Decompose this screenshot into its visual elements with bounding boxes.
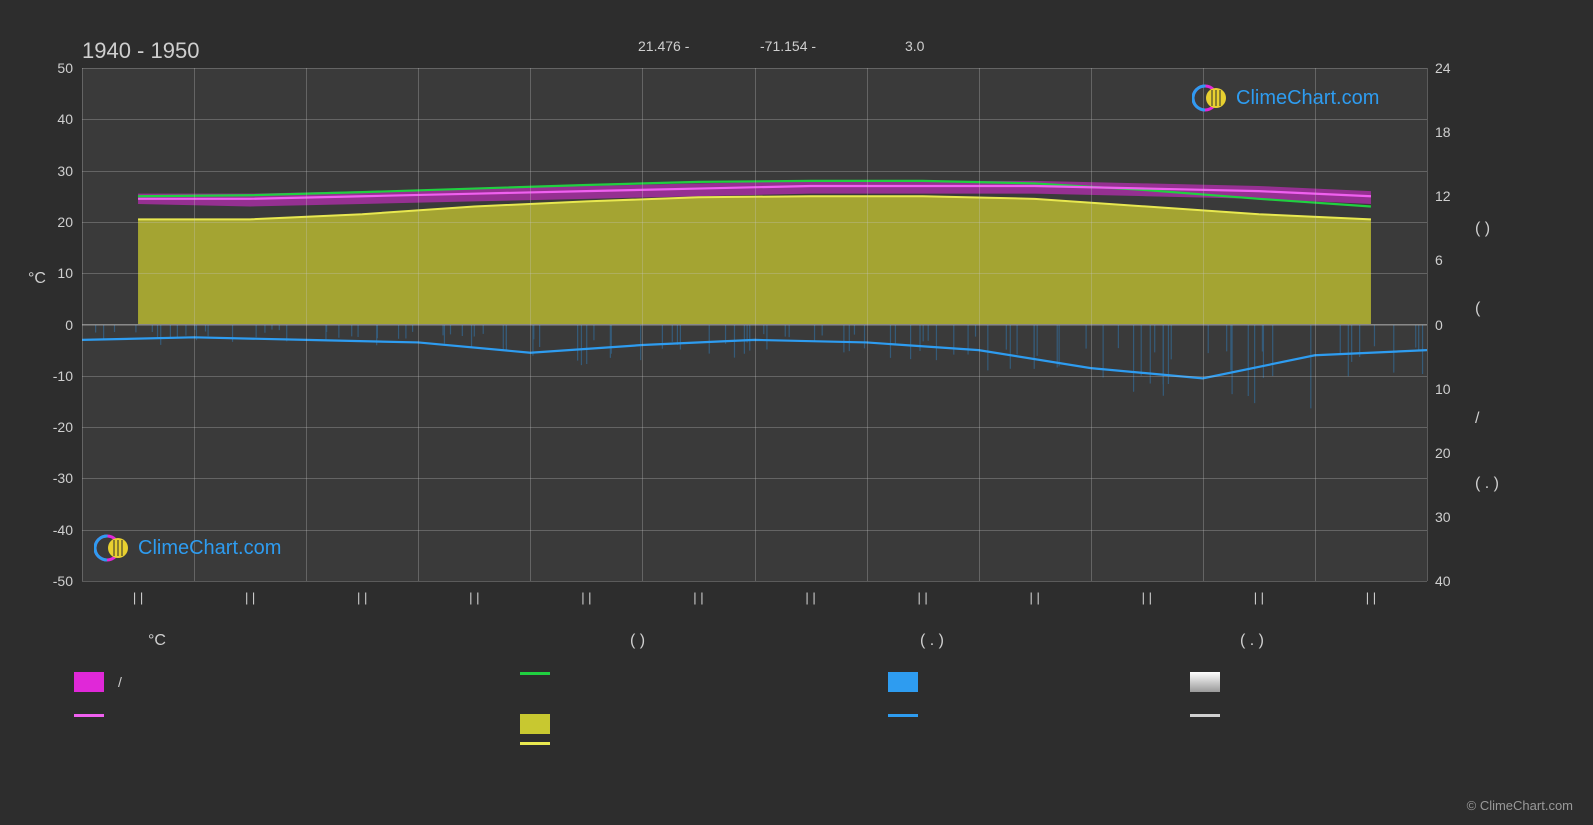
legend-swatch bbox=[888, 714, 918, 717]
legend-swatch bbox=[1190, 672, 1220, 692]
logo-bottom: ClimeChart.com bbox=[94, 530, 281, 566]
gridline-v bbox=[1203, 68, 1204, 581]
y-tick-left: 10 bbox=[33, 265, 73, 281]
gridline-h bbox=[82, 581, 1427, 582]
right-axis-upper-unit: ( ) bbox=[1475, 220, 1490, 238]
legend-swatch bbox=[74, 672, 104, 692]
rain-bars bbox=[96, 325, 1423, 409]
legend-label: / bbox=[118, 674, 122, 690]
x-tick-label: | | bbox=[581, 590, 591, 605]
y-tick-right-upper: 6 bbox=[1435, 252, 1475, 268]
gridline-v bbox=[755, 68, 756, 581]
gridline-v bbox=[867, 68, 868, 581]
copyright-text: © ClimeChart.com bbox=[1467, 798, 1573, 813]
y-tick-left: 20 bbox=[33, 214, 73, 230]
y-tick-right-lower: 40 bbox=[1435, 573, 1475, 589]
gridline-v bbox=[418, 68, 419, 581]
header-lon: -71.154 - bbox=[760, 38, 816, 54]
legend-item bbox=[520, 714, 564, 734]
x-tick-label: | | bbox=[1254, 590, 1264, 605]
y-tick-left: -30 bbox=[33, 470, 73, 486]
logo-icon bbox=[1192, 80, 1228, 116]
legend-swatch bbox=[520, 742, 550, 745]
legend-item bbox=[888, 714, 932, 717]
legend-header-4: ( . ) bbox=[1240, 632, 1264, 650]
legend-swatch bbox=[1190, 714, 1220, 717]
chart-plot-area bbox=[82, 68, 1427, 581]
right-axis-paren: ( bbox=[1475, 300, 1480, 318]
legend-header-3: ( . ) bbox=[920, 632, 944, 650]
x-tick-label: | | bbox=[1030, 590, 1040, 605]
legend-swatch bbox=[520, 714, 550, 734]
header-lat: 21.476 - bbox=[638, 38, 689, 54]
chart-title: 1940 - 1950 bbox=[82, 38, 199, 64]
legend-item bbox=[1190, 714, 1234, 717]
gridline-v bbox=[1315, 68, 1316, 581]
legend-swatch bbox=[520, 672, 550, 675]
y-tick-right-upper: 12 bbox=[1435, 188, 1475, 204]
legend-header-1: °C bbox=[148, 632, 166, 650]
logo-text-top: ClimeChart.com bbox=[1236, 87, 1379, 110]
legend-item bbox=[74, 714, 118, 717]
y-tick-right-lower: 20 bbox=[1435, 445, 1475, 461]
right-axis-lower-unit1: / bbox=[1475, 410, 1479, 428]
legend-item: / bbox=[74, 672, 122, 692]
gridline-v bbox=[306, 68, 307, 581]
y-tick-left: -50 bbox=[33, 573, 73, 589]
x-tick-label: | | bbox=[1142, 590, 1152, 605]
y-tick-left: 50 bbox=[33, 60, 73, 76]
y-tick-right-upper: 24 bbox=[1435, 60, 1475, 76]
logo-top: ClimeChart.com bbox=[1192, 80, 1379, 116]
gridline-v bbox=[82, 68, 83, 581]
x-tick-label: | | bbox=[133, 590, 143, 605]
x-tick-label: | | bbox=[245, 590, 255, 605]
logo-text-bottom: ClimeChart.com bbox=[138, 537, 281, 560]
right-axis-lower-unit2: ( . ) bbox=[1475, 475, 1499, 493]
y-tick-left: 30 bbox=[33, 163, 73, 179]
gridline-v bbox=[979, 68, 980, 581]
y-tick-left: 0 bbox=[33, 317, 73, 333]
y-tick-right-upper: 0 bbox=[1435, 317, 1475, 333]
x-tick-label: | | bbox=[805, 590, 815, 605]
legend-swatch bbox=[74, 714, 104, 717]
gridline-v bbox=[1091, 68, 1092, 581]
x-tick-label: | | bbox=[1366, 590, 1376, 605]
legend-swatch bbox=[888, 672, 918, 692]
y-tick-right-lower: 10 bbox=[1435, 381, 1475, 397]
x-tick-label: | | bbox=[469, 590, 479, 605]
gridline-v bbox=[194, 68, 195, 581]
legend-item bbox=[888, 672, 932, 692]
y-tick-left: -40 bbox=[33, 522, 73, 538]
y-tick-left: 40 bbox=[33, 111, 73, 127]
logo-icon bbox=[94, 530, 130, 566]
x-tick-label: | | bbox=[917, 590, 927, 605]
y-tick-left: -20 bbox=[33, 419, 73, 435]
gridline-v bbox=[530, 68, 531, 581]
y-tick-right-upper: 18 bbox=[1435, 124, 1475, 140]
gridline-v bbox=[1427, 68, 1428, 581]
x-tick-label: | | bbox=[357, 590, 367, 605]
legend-item bbox=[520, 742, 564, 745]
gridline-v bbox=[642, 68, 643, 581]
header-elev: 3.0 bbox=[905, 38, 924, 54]
y-tick-right-lower: 30 bbox=[1435, 509, 1475, 525]
legend-item bbox=[520, 672, 564, 675]
legend-header-2: ( ) bbox=[630, 632, 645, 650]
y-tick-left: -10 bbox=[33, 368, 73, 384]
x-tick-label: | | bbox=[693, 590, 703, 605]
legend-item bbox=[1190, 672, 1234, 692]
